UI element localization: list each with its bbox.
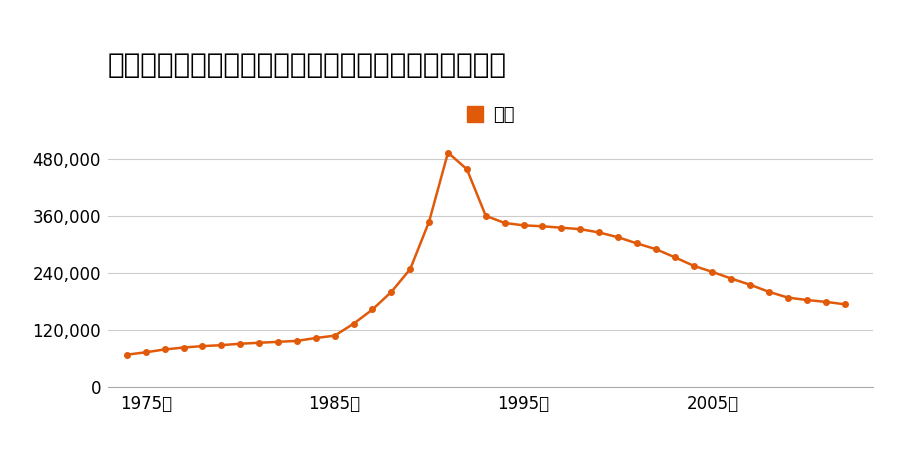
Text: 大阪府大阪市生野区中川町３丁目１６番３の地価推移: 大阪府大阪市生野区中川町３丁目１６番３の地価推移: [108, 50, 507, 78]
Legend: 価格: 価格: [459, 99, 522, 131]
